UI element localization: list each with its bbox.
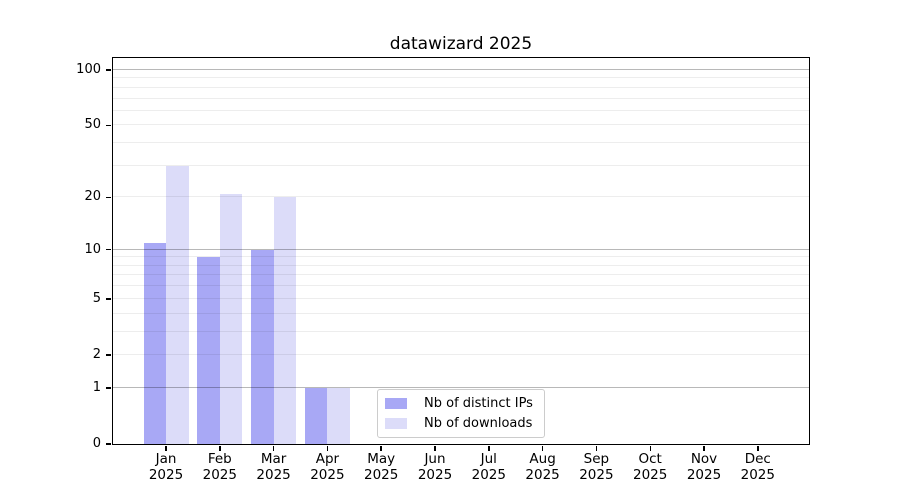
bar-feb-distinct-ips [197, 257, 220, 444]
legend-swatch-distinct-ips [385, 398, 407, 409]
legend-label-downloads: Nb of downloads [424, 416, 533, 431]
x-tick-mark [326, 445, 329, 451]
gridline-major [113, 68, 809, 70]
y-tick-label: 10 [84, 241, 101, 257]
bar-jan-distinct-ips [143, 242, 166, 444]
gridline-minor [113, 297, 809, 299]
y-tick-label: 2 [92, 347, 101, 362]
legend-swatch-downloads [385, 418, 407, 429]
legend-item-downloads: Nb of downloads [385, 416, 533, 431]
x-tick-mark [595, 445, 598, 451]
bar-apr-distinct-ips [304, 387, 328, 444]
gridline-major [113, 386, 809, 388]
x-tick-label: Nov 2025 [686, 451, 722, 483]
x-tick-label: Feb 2025 [202, 451, 237, 483]
x-tick-label: Aug 2025 [525, 451, 560, 483]
gridline-minor [113, 264, 809, 266]
x-tick-label: Jun 2025 [417, 451, 453, 483]
gridline-minor [113, 196, 809, 198]
bar-feb-downloads [219, 193, 243, 444]
gridline-minor [113, 274, 809, 276]
x-tick-label: Oct 2025 [633, 451, 668, 483]
y-tick-label: 50 [84, 117, 101, 133]
y-tick-label: 0 [92, 436, 101, 451]
gridline-minor [113, 77, 809, 79]
x-tick-mark [757, 445, 759, 451]
x-tick-mark [380, 445, 382, 451]
y-tick-label: 5 [92, 290, 101, 306]
y-tick-label: 20 [84, 189, 101, 205]
x-tick-label: Mar 2025 [256, 451, 291, 483]
bar-apr-downloads [327, 387, 350, 444]
gridline-minor [113, 354, 809, 355]
x-tick-mark [219, 445, 221, 451]
y-tick-mark [106, 124, 111, 127]
gridline-minor [113, 312, 809, 314]
gridline-minor [113, 285, 809, 287]
y-tick-mark [106, 196, 111, 198]
legend-item-distinct-ips: Nb of distinct IPs [385, 396, 533, 411]
x-tick-label: Jan 2025 [148, 451, 184, 483]
legend-label-distinct-ips: Nb of distinct IPs [424, 396, 533, 411]
gridline-minor [113, 109, 809, 111]
y-tick-label: 100 [76, 61, 101, 77]
x-tick-mark [541, 445, 544, 451]
x-tick-label: Apr 2025 [310, 451, 345, 483]
x-tick-mark [703, 445, 705, 451]
gridline-minor [113, 164, 809, 166]
bar-mar-distinct-ips [251, 249, 274, 444]
x-tick-mark [272, 445, 275, 451]
gridline-minor [113, 97, 809, 99]
bar-mar-downloads [273, 197, 297, 444]
x-tick-mark [488, 445, 490, 451]
gridline-major [113, 248, 809, 250]
x-tick-label: Jul 2025 [471, 451, 506, 483]
plot-area: datawizard 2025 Nb of distinct IPs Nb of… [76, 34, 810, 482]
bar-jan-downloads [166, 165, 189, 444]
y-tick-mark [106, 387, 111, 389]
gridline-minor [113, 124, 809, 126]
y-tick-label: 1 [92, 379, 101, 395]
y-tick-mark [106, 443, 111, 445]
chart-title: datawizard 2025 [389, 34, 533, 54]
gridline-minor [113, 256, 809, 258]
x-tick-mark [165, 445, 167, 451]
gridline-minor [113, 86, 809, 88]
y-tick-mark [106, 69, 111, 71]
y-tick-mark [106, 248, 111, 251]
legend: Nb of distinct IPs Nb of downloads [377, 389, 545, 438]
x-tick-mark [649, 445, 651, 451]
x-tick-label: Dec 2025 [740, 451, 775, 483]
y-tick-mark [106, 298, 111, 300]
x-tick-mark [434, 445, 436, 451]
x-tick-label: May 2025 [364, 451, 399, 483]
x-tick-label: Sep 2025 [579, 451, 614, 483]
y-tick-mark [106, 354, 111, 356]
gridline-minor [113, 330, 809, 332]
gridline-minor [113, 142, 809, 143]
